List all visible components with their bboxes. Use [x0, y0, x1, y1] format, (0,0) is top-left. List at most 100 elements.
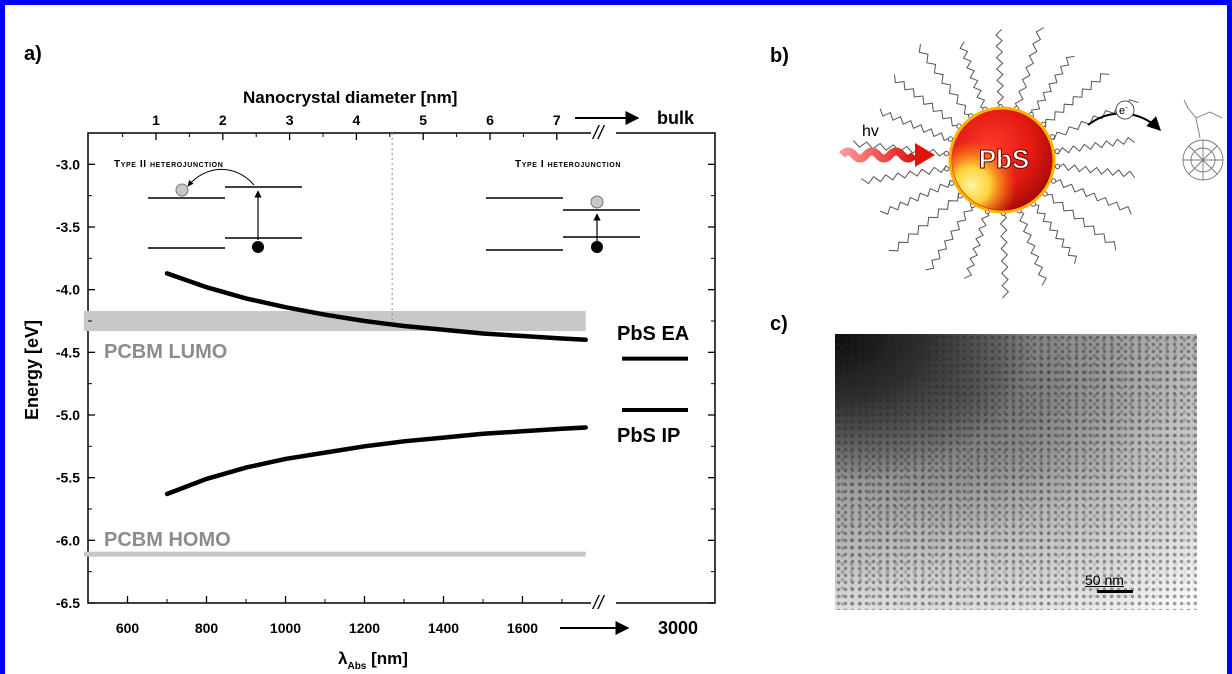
tem-scale-label: 50 nm — [1085, 572, 1124, 588]
electron-label: e- — [1119, 103, 1128, 117]
type1-label: Type I heterojunction — [515, 159, 621, 170]
ligand-chain — [1043, 193, 1117, 251]
y-tick-label: -5.0 — [56, 407, 80, 423]
y-tick-label: -6.5 — [56, 595, 80, 611]
series-line-pbs-ea — [164, 271, 588, 343]
type2-electron — [175, 183, 189, 197]
type2-transfer-arrow — [187, 168, 255, 187]
ligand-chain — [999, 211, 1010, 299]
lumo-label: PCBM LUMO — [104, 341, 227, 363]
y-tick-label: -4.5 — [56, 344, 80, 360]
ligand-chain — [1015, 209, 1047, 286]
ligand-chain — [879, 108, 952, 142]
band-pcbm-lumo — [83, 310, 586, 332]
x-extra-tick-label: 3000 — [658, 618, 698, 638]
top-break-symbol: // — [591, 123, 605, 144]
top-tick-label: 5 — [419, 112, 427, 128]
series-line-pbs-ip — [164, 425, 588, 497]
x-axis-title: λAbs [nm] — [338, 649, 408, 672]
pcbm-cage-facets — [1183, 140, 1223, 180]
type2-label: Type II heterojunction — [114, 159, 223, 170]
light-wave — [838, 147, 918, 163]
x-axis-title-unit: [nm] — [366, 649, 408, 668]
top-tick-label: 4 — [353, 112, 361, 128]
ligand-chain — [995, 28, 1005, 109]
homo-label: PCBM HOMO — [104, 529, 231, 551]
y-axis-title-text: Energy [eV] — [22, 320, 42, 420]
tem-image: 50 nm — [835, 334, 1197, 610]
pbs-ea-label: PbS EA — [617, 323, 689, 345]
light-label: hv — [862, 123, 879, 140]
top-axis-title: Nanocrystal diameter [nm] — [243, 88, 457, 107]
ligand-anchor — [944, 166, 950, 172]
ligand-anchor — [1050, 178, 1057, 184]
pbs-ip-label: PbS IP — [617, 425, 680, 447]
x-tick-label: 800 — [195, 620, 219, 636]
type1-hole — [591, 241, 603, 253]
y-tick-label: -6.0 — [56, 532, 80, 548]
bottom-break-symbol: // — [591, 593, 605, 614]
ligand-anchor — [1054, 163, 1061, 170]
chart-layer: -3.0 -3.5 -4.0 -4.5 -5.0 -5.5 -6.0 -6.5 600 800 10… — [56, 112, 715, 636]
pbs-glow — [952, 110, 1052, 210]
ligand-chain — [918, 43, 974, 117]
ligand-chain — [861, 165, 947, 185]
x-tick-label: 1200 — [349, 620, 380, 636]
type2-diagram — [148, 168, 302, 249]
x-axis-title-sub: Abs — [347, 661, 366, 672]
ligand-anchor — [947, 136, 954, 142]
y-tick-label: -5.5 — [56, 470, 80, 486]
y-tick-label: -4.0 — [56, 282, 80, 298]
type1-diagram — [486, 197, 640, 251]
ligand-chain — [1052, 179, 1132, 215]
light-wave-arrowhead — [915, 143, 935, 167]
y-tick-label: -3.5 — [56, 219, 80, 235]
ligand-anchor — [943, 150, 950, 157]
y-tick-label: -3.0 — [56, 156, 80, 172]
ligand-chain — [1030, 55, 1075, 118]
ligand-chain — [1045, 73, 1110, 128]
electron-label-sup: - — [1125, 103, 1128, 112]
panel-a-label: a) — [24, 43, 42, 65]
top-tick-label: 3 — [286, 112, 294, 128]
pcbm-side-chain — [1183, 99, 1223, 139]
type2-hole — [252, 241, 264, 253]
panel-c-label: c) — [770, 313, 788, 335]
electron-badge — [1115, 100, 1135, 120]
ligand-chain — [879, 179, 951, 215]
x-tick-label: 1600 — [507, 620, 538, 636]
plot-frame — [87, 132, 716, 604]
ligand-chain — [888, 192, 959, 252]
top-tick-label: 2 — [219, 112, 227, 128]
x-tick-label: 1400 — [428, 620, 459, 636]
band-pcbm-homo — [83, 551, 586, 557]
top-tick-label: 1 — [152, 112, 160, 128]
ligand-chain — [894, 74, 961, 127]
electron-label-main: e — [1119, 105, 1125, 117]
bottom-break-gap — [591, 596, 616, 610]
tem-nanocrystal-dots — [835, 334, 1197, 610]
ligand-chain — [1030, 203, 1078, 264]
ligand-chain — [925, 202, 973, 271]
ligand-chain — [959, 41, 989, 111]
top-break-gap — [591, 126, 616, 140]
x-axis-title-main: λ — [338, 649, 348, 668]
top-tick-label: 6 — [486, 112, 494, 128]
top-tick-label: 7 — [553, 112, 561, 128]
panel-b-label: b) — [770, 45, 789, 67]
pcbm-molecule — [1182, 99, 1224, 181]
top-axis-bulk-label: bulk — [657, 108, 695, 128]
pbs-core-label: PbS — [979, 144, 1030, 174]
ligand-chain — [1057, 136, 1136, 155]
ligand-chain — [964, 208, 990, 279]
x-tick-label: 1000 — [270, 620, 301, 636]
tem-nanocrystal-dots-dense — [835, 334, 1197, 610]
y-axis-title: Energy [eV] — [22, 320, 42, 420]
type1-electron — [590, 195, 604, 209]
ligand-chain — [1056, 163, 1136, 178]
x-tick-label: 600 — [116, 620, 140, 636]
ligand-chain — [1014, 27, 1045, 112]
tem-scale-bar — [1097, 590, 1133, 593]
ligand-anchor — [1054, 148, 1060, 154]
